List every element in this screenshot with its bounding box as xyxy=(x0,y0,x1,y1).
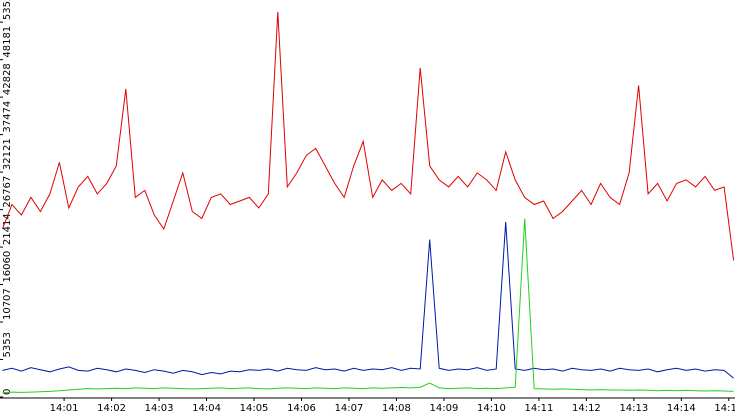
y-tick-label: 42828 xyxy=(2,63,13,95)
y-tick-label: 10707 xyxy=(2,288,13,320)
x-tick-label: 14:12 xyxy=(572,403,601,414)
series-line xyxy=(2,218,734,394)
y-tick-label: 48181 xyxy=(2,26,13,58)
y-tick-label: 16060 xyxy=(2,251,13,283)
series-line xyxy=(2,221,734,379)
y-tick-label: 0 xyxy=(2,389,13,395)
y-tick-label: 53535 xyxy=(2,0,13,20)
x-tick-label: 14:07 xyxy=(335,403,364,414)
x-tick-label: 14:14 xyxy=(667,403,696,414)
y-tick-label: 5353 xyxy=(2,332,13,357)
x-tick-label: 14:04 xyxy=(192,403,221,414)
x-tick-label: 14:05 xyxy=(240,403,269,414)
y-tick-label: 21414 xyxy=(2,213,13,245)
x-tick-label: 14:09 xyxy=(430,403,459,414)
x-tick-label: 14:02 xyxy=(97,403,126,414)
x-tick-label: 14:10 xyxy=(477,403,506,414)
y-tick-label: 26767 xyxy=(2,176,13,208)
x-tick-label: 14:13 xyxy=(619,403,648,414)
x-tick-label: 14:03 xyxy=(145,403,174,414)
series-line xyxy=(1,11,735,261)
y-tick-label: 32121 xyxy=(2,138,13,170)
x-tick-label: 14:06 xyxy=(287,403,316,414)
y-tick-label: 37474 xyxy=(2,101,13,133)
x-tick-label: 14:15 xyxy=(714,403,735,414)
x-tick-label: 14:11 xyxy=(524,403,553,414)
x-tick-label: 14:08 xyxy=(382,403,411,414)
x-tick-label: 14:01 xyxy=(50,403,79,414)
